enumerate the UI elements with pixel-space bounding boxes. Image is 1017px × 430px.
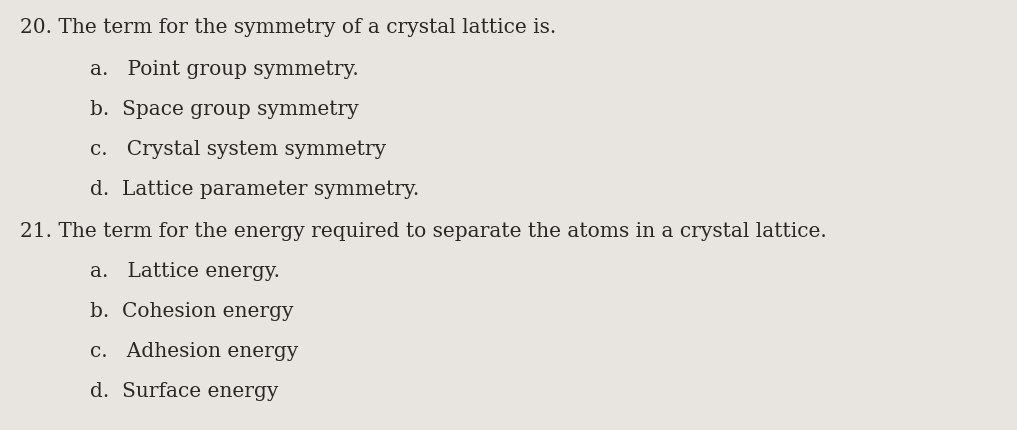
Text: c.   Adhesion energy: c. Adhesion energy <box>89 341 298 360</box>
Text: 20. The term for the symmetry of a crystal lattice is.: 20. The term for the symmetry of a cryst… <box>20 18 556 37</box>
Text: c.   Crystal system symmetry: c. Crystal system symmetry <box>89 140 386 159</box>
Text: a.   Point group symmetry.: a. Point group symmetry. <box>89 60 359 79</box>
Text: b.  Cohesion energy: b. Cohesion energy <box>89 301 294 320</box>
Text: b.  Space group symmetry: b. Space group symmetry <box>89 100 359 119</box>
Text: 21. The term for the energy required to separate the atoms in a crystal lattice.: 21. The term for the energy required to … <box>20 221 827 240</box>
Text: d.  Surface energy: d. Surface energy <box>89 381 279 400</box>
Text: d.  Lattice parameter symmetry.: d. Lattice parameter symmetry. <box>89 180 419 199</box>
Text: a.   Lattice energy.: a. Lattice energy. <box>89 261 280 280</box>
